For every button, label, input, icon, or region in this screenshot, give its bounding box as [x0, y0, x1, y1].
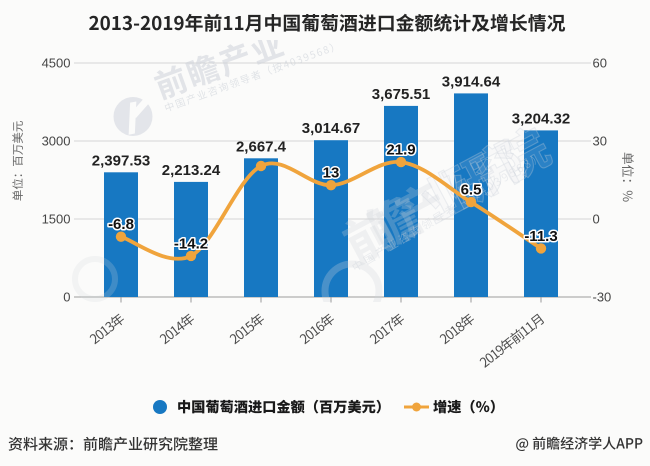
- svg-text:3,014.67: 3,014.67: [302, 120, 360, 137]
- svg-text:3,675.51: 3,675.51: [372, 86, 430, 103]
- svg-text:-11.3: -11.3: [524, 228, 557, 245]
- svg-text:3,204.32: 3,204.32: [512, 110, 570, 127]
- svg-text:30: 30: [593, 134, 607, 149]
- svg-text:4500: 4500: [42, 56, 71, 71]
- svg-text:1500: 1500: [42, 212, 71, 227]
- svg-text:-6.8: -6.8: [108, 216, 134, 233]
- svg-text:3000: 3000: [42, 134, 71, 149]
- svg-text:2,667.4: 2,667.4: [236, 138, 287, 155]
- svg-text:-14.2: -14.2: [174, 235, 208, 252]
- svg-text:0: 0: [63, 290, 70, 305]
- svg-text:13: 13: [323, 165, 340, 182]
- svg-text:3,914.64: 3,914.64: [442, 73, 501, 90]
- svg-text:6.5: 6.5: [461, 182, 482, 199]
- svg-text:2,213.24: 2,213.24: [162, 162, 221, 179]
- svg-text:-30: -30: [593, 290, 612, 305]
- svg-text:0: 0: [593, 212, 600, 227]
- svg-text:2,397.53: 2,397.53: [92, 152, 150, 169]
- svg-text:21.9: 21.9: [386, 142, 415, 159]
- svg-text:60: 60: [593, 56, 607, 71]
